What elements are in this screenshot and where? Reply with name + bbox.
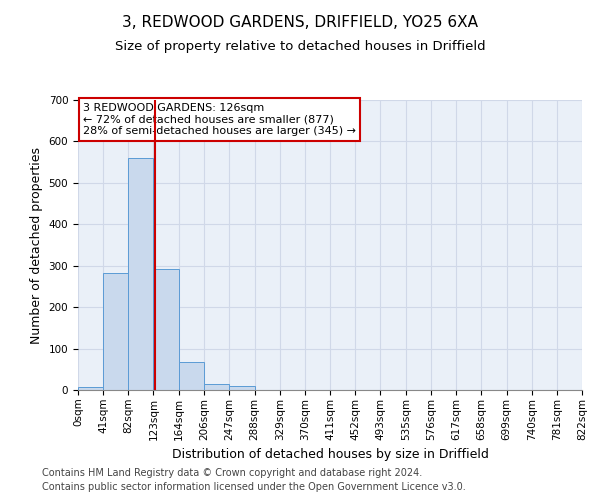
Text: 3 REDWOOD GARDENS: 126sqm
← 72% of detached houses are smaller (877)
28% of semi: 3 REDWOOD GARDENS: 126sqm ← 72% of detac…: [83, 103, 356, 136]
Bar: [154, 268, 179, 390]
X-axis label: Distribution of detached houses by size in Driffield: Distribution of detached houses by size …: [172, 448, 488, 461]
Bar: [205, 384, 229, 390]
Text: Contains public sector information licensed under the Open Government Licence v3: Contains public sector information licen…: [42, 482, 466, 492]
Bar: [103, 273, 128, 390]
Text: 3, REDWOOD GARDENS, DRIFFIELD, YO25 6XA: 3, REDWOOD GARDENS, DRIFFIELD, YO25 6XA: [122, 15, 478, 30]
Y-axis label: Number of detached properties: Number of detached properties: [30, 146, 43, 344]
Text: Size of property relative to detached houses in Driffield: Size of property relative to detached ho…: [115, 40, 485, 53]
Bar: [229, 386, 254, 390]
Bar: [78, 387, 103, 390]
Bar: [179, 362, 205, 390]
Bar: [128, 158, 154, 390]
Text: Contains HM Land Registry data © Crown copyright and database right 2024.: Contains HM Land Registry data © Crown c…: [42, 468, 422, 477]
